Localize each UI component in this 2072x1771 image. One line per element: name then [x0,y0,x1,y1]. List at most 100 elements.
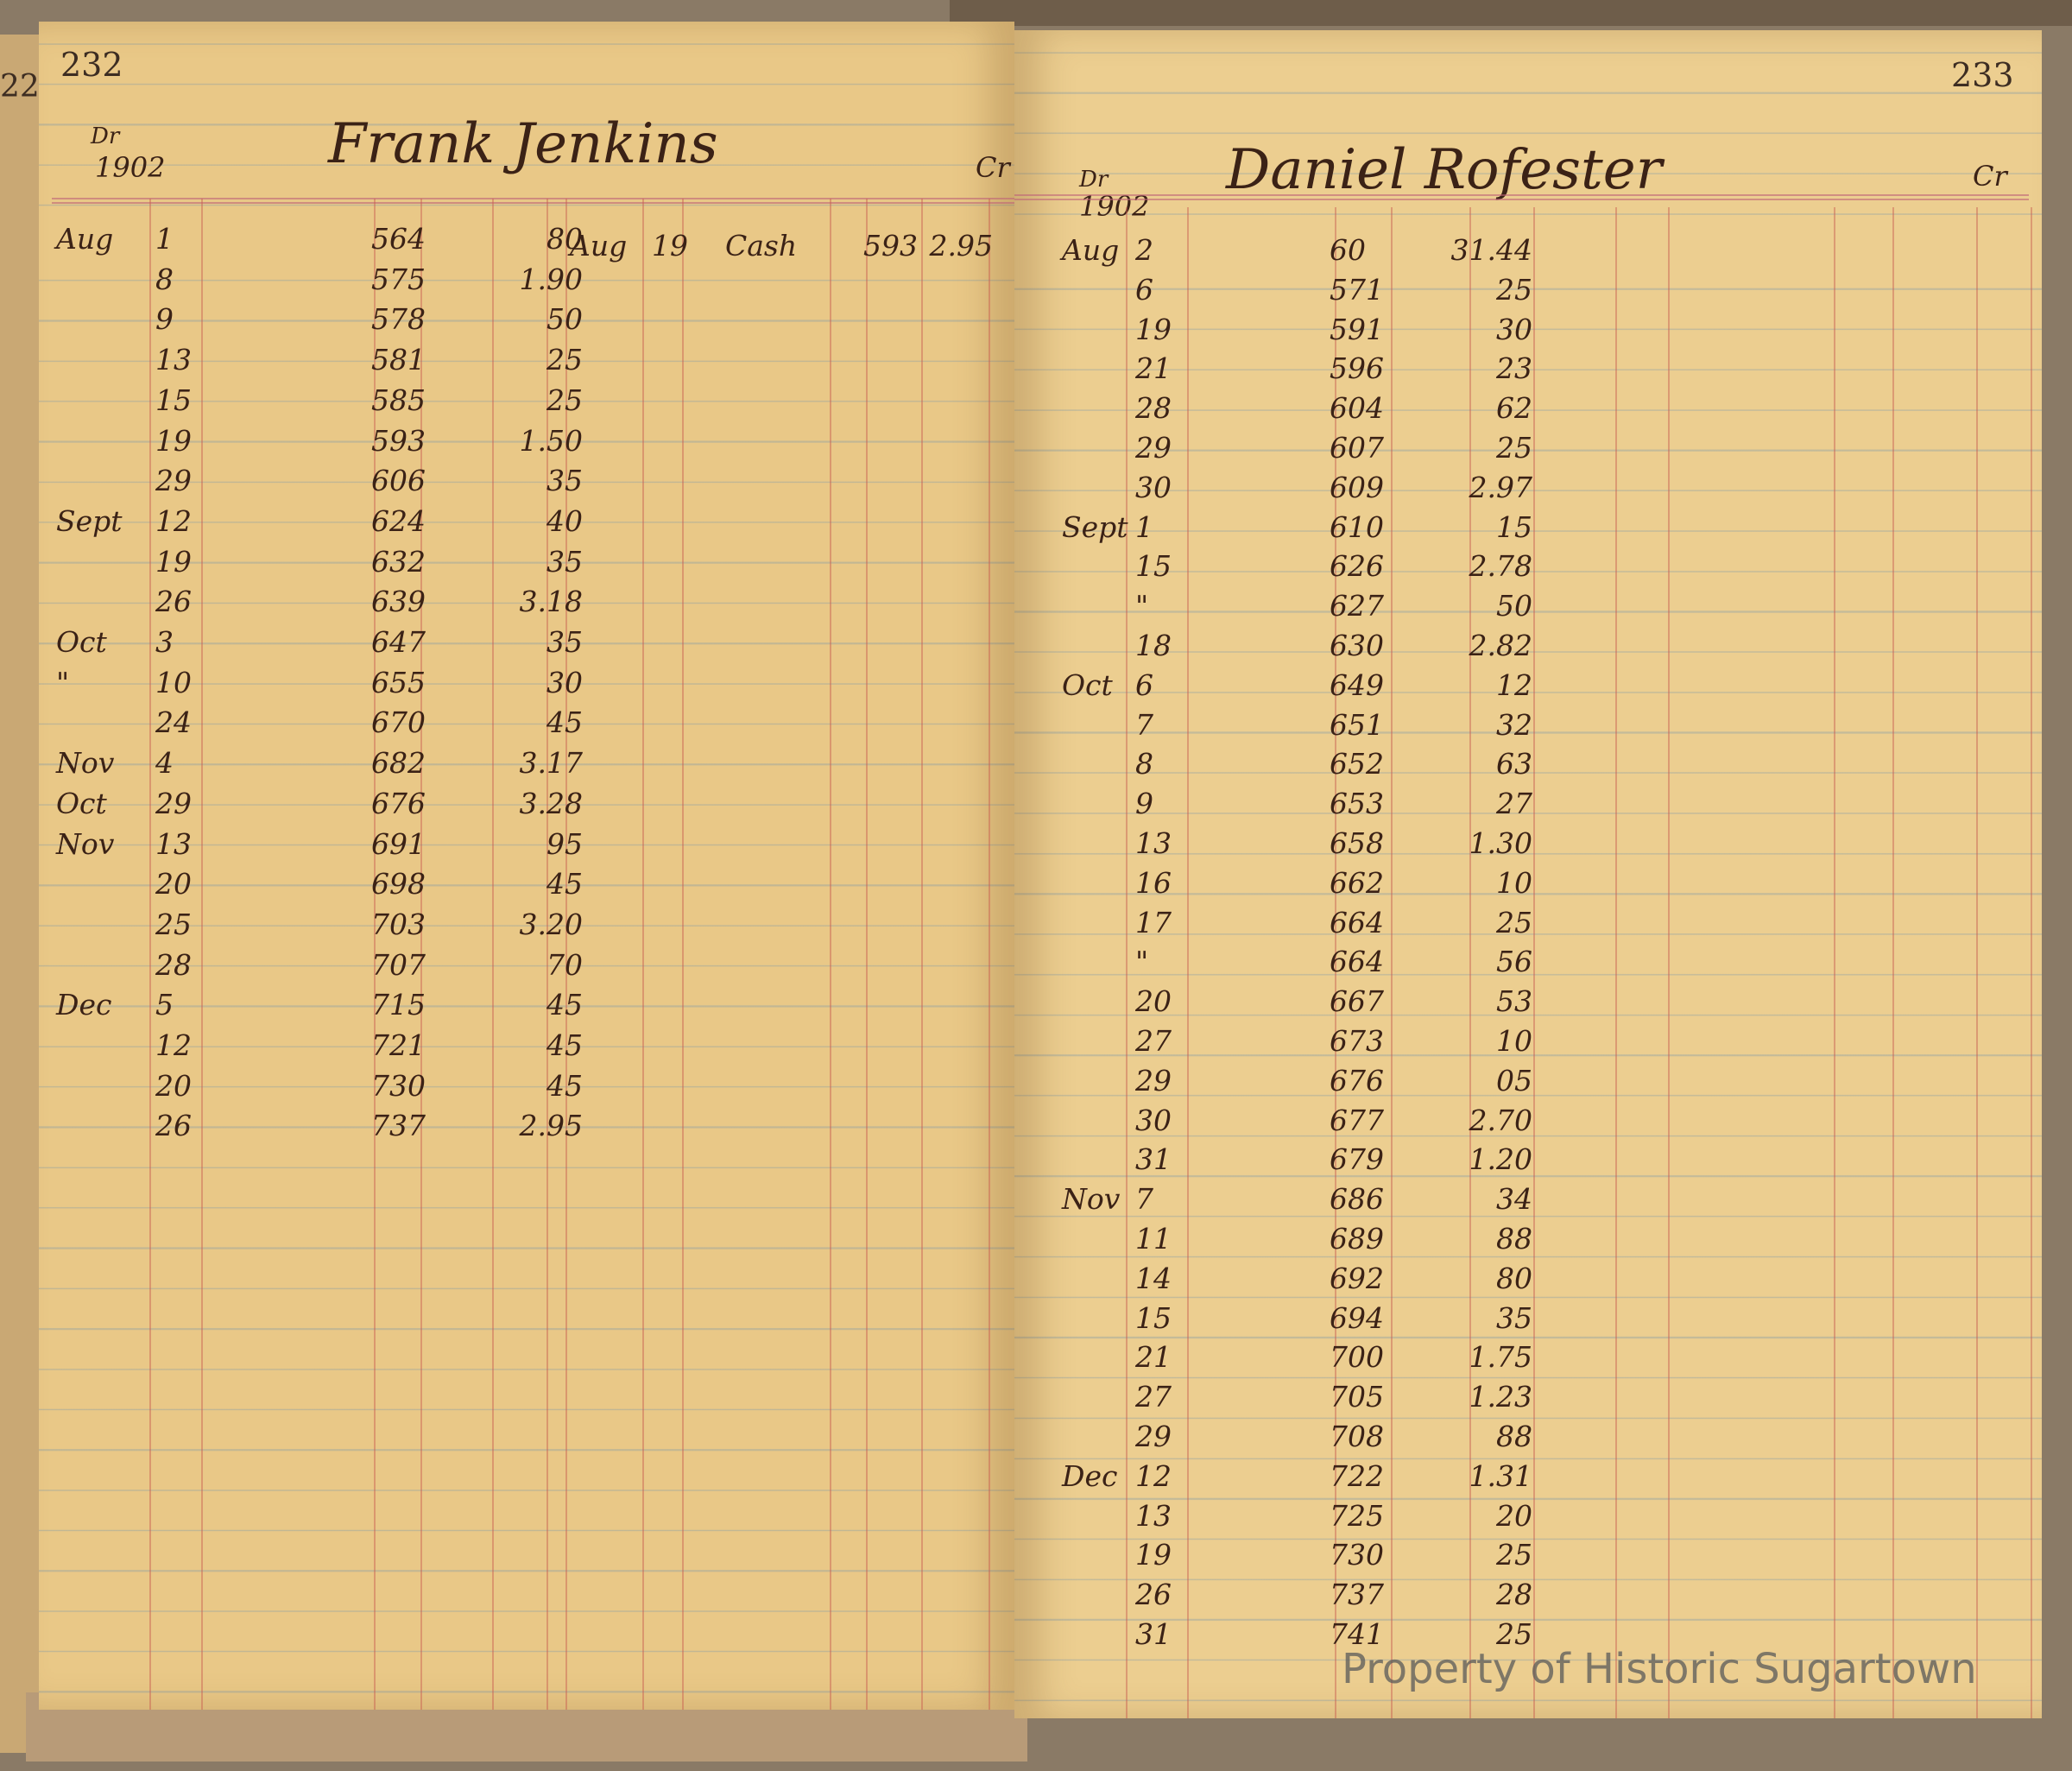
entry-amount: 2.70 [1469,1103,1532,1137]
entry-amount: 2.82 [1469,629,1532,662]
entry-day: 20 [1135,984,1172,1019]
entry-month: Nov [1062,1182,1121,1217]
entry-day: 17 [1135,905,1172,939]
column-rule [1469,207,1471,1718]
entry-day: 21 [1135,1340,1172,1375]
column-rule [565,199,567,1710]
column-rule [866,199,868,1710]
entry-amount: 1.20 [1469,1142,1532,1177]
entry-amount: 50 [546,302,583,337]
entry-folio: 649 [1330,667,1384,702]
entry-day: 29 [1135,1063,1172,1097]
cr-label: Cr [1973,160,2007,193]
entry-amount: 3.20 [519,907,583,941]
entry-day: 30 [1135,470,1172,504]
entry-day: 20 [155,867,192,901]
credit-month: Aug [570,229,628,262]
entry-day: 21 [1135,351,1172,386]
entry-amount: 25 [546,343,583,377]
entry-folio: 585 [371,383,426,417]
entry-folio: 686 [1330,1182,1384,1217]
entry-month: Oct [56,625,107,659]
entry-folio: 651 [1330,707,1384,742]
entry-day: 13 [1135,1498,1172,1533]
entry-amount: 31.44 [1450,233,1532,267]
entry-folio: 632 [371,544,426,579]
entry-amount: 45 [546,1028,583,1062]
entry-amount: 3.28 [519,786,583,820]
entry-amount: 62 [1496,391,1532,426]
entry-day: 1 [155,222,174,256]
entry-amount: 95 [546,826,583,861]
column-rule [682,199,684,1710]
book-cover-edge [950,0,2072,26]
entry-folio: 673 [1330,1024,1384,1058]
entry-folio: 689 [1330,1222,1384,1256]
entry-amount: 56 [1496,945,1532,979]
entry-day: 16 [1135,865,1172,900]
entry-day: 15 [1135,1300,1172,1335]
entry-day: 13 [155,343,192,377]
entry-amount: 35 [1496,1300,1532,1335]
entry-day: 18 [1135,629,1172,662]
entry-amount: 12 [1496,667,1532,702]
entry-day: 15 [1135,549,1172,584]
column-rule [2031,207,2032,1718]
entry-folio: 679 [1330,1142,1384,1177]
entry-amount: 25 [1496,431,1532,465]
entry-day: 8 [155,262,174,296]
entry-amount: 15 [1496,509,1532,544]
entry-month: Aug [56,222,114,256]
entry-amount: 25 [1496,905,1532,939]
entry-amount: 1.50 [519,423,583,458]
entry-folio: 722 [1330,1458,1384,1493]
entry-month: Nov [56,826,115,861]
entry-folio: 691 [371,826,426,861]
column-rule [1391,207,1393,1718]
entry-day: 5 [155,988,174,1022]
entry-amount: 27 [1496,787,1532,821]
entry-folio: 677 [1330,1103,1384,1137]
entry-day: 26 [155,585,192,619]
entry-month: Sept [1062,509,1128,544]
entry-folio: 664 [1330,905,1384,939]
entry-day: 28 [155,947,192,982]
page-number: 232 [60,46,123,84]
entry-amount: 25 [546,383,583,417]
entry-amount: 10 [1496,865,1532,900]
entry-folio: 700 [1330,1340,1384,1375]
entry-folio: 596 [1330,351,1384,386]
column-rule [149,199,151,1710]
entry-day: 29 [155,786,192,820]
entry-day: 19 [1135,1538,1172,1572]
entry-amount: 2.97 [1469,470,1532,504]
credit-day: 19 [652,229,688,262]
entry-amount: 25 [1496,1617,1532,1651]
entry-amount: 45 [546,867,583,901]
entry-amount: 40 [546,503,583,538]
entry-day: 30 [1135,1103,1172,1137]
credit-folio: 593 [863,229,918,262]
entry-folio: 676 [371,786,426,820]
entry-folio: 60 [1330,233,1366,267]
column-rule [374,199,376,1710]
entry-folio: 564 [371,222,426,256]
entry-amount: 45 [546,705,583,740]
entry-amount: 30 [1496,312,1532,346]
entry-day: 2 [1135,233,1153,267]
entry-day: 3 [155,625,174,659]
entry-amount: 70 [546,947,583,982]
entry-folio: 581 [371,343,426,377]
entry-day: 26 [1135,1578,1172,1612]
column-rule [546,199,548,1710]
entry-folio: 626 [1330,549,1384,584]
entry-day: 4 [155,746,174,781]
entry-day: 7 [1135,1182,1153,1217]
entry-folio: 627 [1330,589,1384,623]
column-rule [1615,207,1617,1718]
entry-folio: 705 [1330,1380,1384,1414]
entry-day: 1 [1135,509,1153,544]
entry-amount: 50 [1496,589,1532,623]
entry-month: Oct [1062,667,1113,702]
cr-label: Cr [976,151,1010,184]
